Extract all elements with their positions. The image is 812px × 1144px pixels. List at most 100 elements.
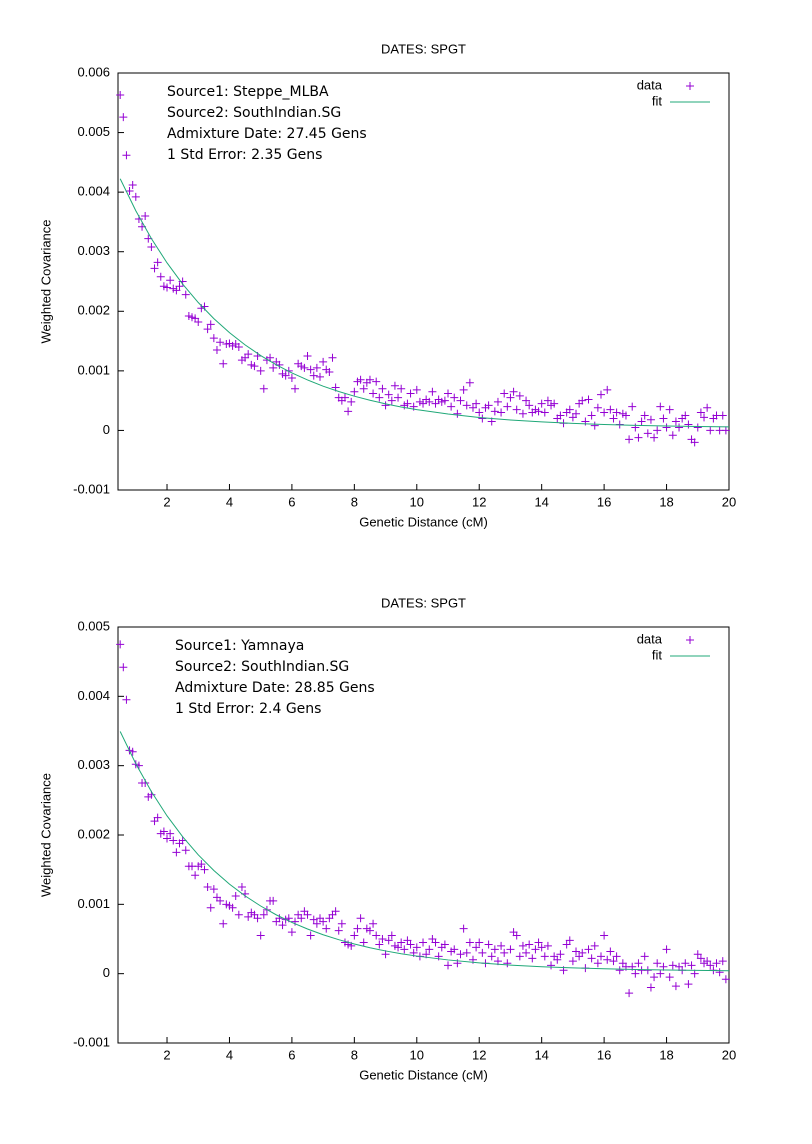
x-tick-label: 10 [410,1047,424,1062]
x-tick-label: 18 [659,494,673,509]
data-point [403,936,412,945]
data-point [303,910,312,919]
data-point [565,936,574,945]
data-point [525,401,534,410]
data-point [309,915,318,924]
y-tick-label: 0.005 [77,124,110,139]
annotation: Admixture Date: 27.45 Gens [167,126,367,142]
data-point [662,945,671,954]
data-point [453,409,462,418]
data-point [656,969,665,978]
data-point [506,393,515,402]
data-point [206,903,215,912]
data-point [356,914,365,923]
data-point [593,403,602,412]
data-point [681,411,690,420]
data-point [119,663,128,672]
data-point [631,969,640,978]
data-point [578,396,587,405]
data-point [181,846,190,855]
data-point [209,334,218,343]
data-point [359,384,368,393]
data-point [297,914,306,923]
data-point [484,940,493,949]
data-point [365,926,374,935]
y-axis-label: Weighted Covariance [38,773,53,897]
data-point [309,371,318,380]
data-point [465,938,474,947]
data-point [528,954,537,963]
data-point [556,411,565,420]
data-point [216,896,225,905]
data-point [706,961,715,970]
data-point [706,426,715,435]
data-point [216,338,225,347]
data-point [497,408,506,417]
data-point [665,973,674,982]
data-point [256,366,265,375]
data-point [612,952,621,961]
data-point [512,405,521,414]
data-point [356,375,365,384]
data-point [540,952,549,961]
data-point [119,113,128,122]
data-point [606,947,615,956]
data-point [163,834,172,843]
data-point [562,940,571,949]
x-tick-label: 8 [351,494,358,509]
data-point [522,948,531,957]
data-point [219,919,228,928]
data-point [166,276,175,285]
data-point [668,961,677,970]
data-point [522,396,531,405]
annotation: 1 Std Error: 2.4 Gens [175,701,321,717]
data-point [172,286,181,295]
data-point [643,429,652,438]
data-point [462,948,471,957]
data-point [122,695,131,704]
data-point [394,943,403,952]
legend-label: fit [652,647,663,662]
chart: DATES: SPGT Genetic Distance (cM) Weighted… [38,595,736,1082]
data-point [515,952,524,961]
data-point [344,407,353,416]
data-point [153,813,162,822]
data-point [153,258,162,267]
data-point [353,924,362,933]
data-point [550,399,559,408]
data-point [281,371,290,380]
data-point [440,940,449,949]
x-tick-label: 12 [472,1047,486,1062]
data-point [166,829,175,838]
data-point [578,948,587,957]
data-point [381,950,390,959]
data-point [472,943,481,952]
data-point [484,401,493,410]
data-point [631,423,640,432]
data-point [406,940,415,949]
data-point [200,865,209,874]
data-point [259,384,268,393]
data-point [203,325,212,334]
data-point [234,910,243,919]
data-point [444,389,453,398]
legend-swatch [686,82,694,90]
x-axis-label: Genetic Distance (cM) [359,514,488,529]
data-point [175,282,184,291]
data-point [478,414,487,423]
data-point [565,405,574,414]
data-point [181,290,190,299]
data-point [503,402,512,411]
x-tick-label: 10 [410,494,424,509]
data-point [372,377,381,386]
data-point [125,186,134,195]
data-point [662,423,671,432]
data-point [444,961,453,970]
data-point [291,384,300,393]
y-tick-label: 0.002 [77,303,110,318]
data-point [306,931,315,940]
data-point [440,396,449,405]
data-point [687,961,696,970]
data-point [266,353,275,362]
